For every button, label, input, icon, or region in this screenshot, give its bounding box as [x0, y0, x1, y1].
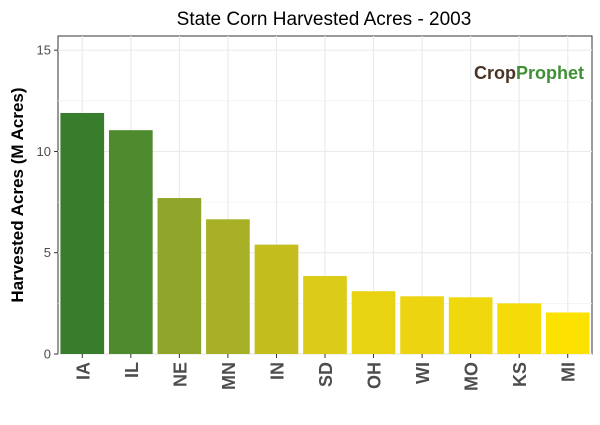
x-tick-label: IA: [73, 362, 93, 380]
bar-oh: [351, 291, 396, 354]
bar-ia: [60, 112, 105, 354]
bar-in: [254, 244, 299, 354]
x-tick-label: IL: [122, 362, 142, 378]
plot-panel: [57, 35, 593, 355]
y-tick-label: 10: [37, 144, 51, 159]
x-tick-label: IN: [267, 362, 287, 380]
bar-ks: [497, 303, 542, 354]
x-axis: IA IL NE MN IN SD OH WI MO KS MI: [73, 354, 579, 391]
x-tick-label: WI: [413, 362, 433, 384]
croprophet-logo: CropProphet: [474, 63, 584, 83]
y-tick-label: 5: [44, 245, 51, 260]
y-tick-label: 15: [37, 43, 51, 58]
bar-il: [108, 130, 153, 354]
y-axis: 0 5 10 15: [37, 43, 58, 362]
bar-ne: [157, 198, 202, 354]
logo-text-crop: Crop: [474, 63, 516, 83]
bars: [60, 112, 590, 354]
x-tick-label: SD: [316, 362, 336, 387]
x-tick-label: MN: [219, 362, 239, 390]
x-tick-label: NE: [170, 362, 190, 387]
x-tick-label: MI: [559, 362, 579, 382]
bar-wi: [400, 296, 444, 354]
chart-title: State Corn Harvested Acres - 2003: [177, 9, 472, 30]
bar-mn: [206, 219, 250, 354]
x-tick-label: KS: [510, 362, 530, 387]
bar-sd: [303, 276, 347, 354]
x-tick-label: OH: [365, 362, 385, 389]
y-axis-label: Harvested Acres (M Acres): [8, 87, 27, 302]
x-tick-label: MO: [462, 362, 482, 391]
bar-mi: [545, 312, 590, 354]
y-tick-label: 0: [44, 347, 51, 362]
bar-mo: [448, 297, 493, 354]
logo-text-prophet: Prophet: [516, 63, 584, 83]
